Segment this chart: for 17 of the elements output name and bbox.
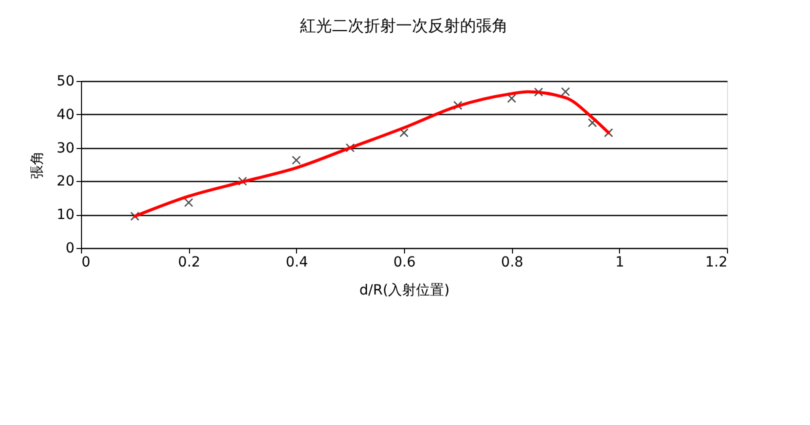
y-axis-title: 張角	[30, 151, 46, 179]
y-tick-label: 0	[66, 240, 74, 256]
y-tick-label: 20	[56, 174, 74, 190]
y-tick-label: 10	[56, 207, 74, 224]
y-tick-label: 30	[56, 140, 74, 156]
x-tick-label: 1	[615, 254, 624, 270]
x-tick-label: 0	[82, 254, 90, 270]
x-tick-label: 1.2	[705, 254, 728, 270]
line-series	[133, 90, 610, 218]
x-tick-label: 0.2	[178, 254, 200, 270]
y-tick-label: 50	[56, 74, 74, 90]
x-tick-label: 0.4	[286, 254, 308, 270]
x-axis-title: d/R(入射位置)	[359, 282, 450, 298]
x-tick-label: 0.6	[393, 254, 416, 270]
y-tick-label: 40	[56, 106, 74, 123]
chart-title: 紅光二次折射一次反射的張角	[300, 16, 508, 35]
x-tick-label: 0.8	[501, 254, 524, 270]
